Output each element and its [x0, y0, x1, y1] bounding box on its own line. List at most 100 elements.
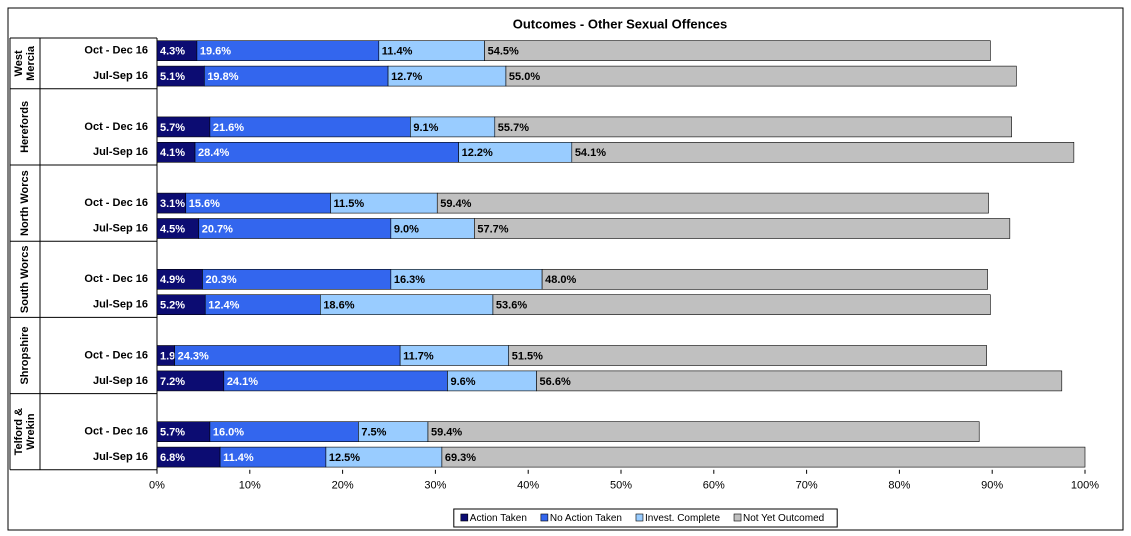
- x-tick-label: 10%: [239, 480, 261, 492]
- value-label: 16.3%: [394, 274, 425, 286]
- value-label: 59.4%: [431, 427, 462, 439]
- x-tick-label: 0%: [149, 480, 165, 492]
- y-tick-label: Jul-Sep 16: [93, 146, 148, 158]
- value-label: 53.6%: [496, 300, 527, 312]
- value-label: 12.7%: [391, 71, 422, 83]
- bar-segment: [508, 345, 987, 366]
- legend-swatch: [460, 513, 469, 522]
- y-tick-label: Oct - Dec 16: [84, 121, 148, 133]
- bar-segment: [541, 268, 988, 290]
- x-tick-label: 20%: [332, 480, 354, 492]
- legend-label: Invest. Complete: [645, 513, 720, 524]
- group-label: West: [13, 50, 25, 76]
- legend: Action Taken No Action Taken Invest. Compl…: [453, 508, 838, 528]
- value-label: 51.5%: [512, 350, 543, 362]
- chart-title: Outcomes - Other Sexual Offences: [513, 16, 728, 31]
- value-label: 69.3%: [445, 452, 476, 464]
- y-tick-label: Oct - Dec 16: [84, 197, 148, 209]
- value-label: 7.2%: [160, 376, 185, 388]
- value-label: 11.7%: [403, 350, 434, 362]
- group-label: Telford &: [13, 408, 25, 456]
- bar-segment: [474, 218, 1011, 239]
- group-label: Mercia: [25, 45, 37, 81]
- y-tick-label: Jul-Sep 16: [93, 222, 148, 234]
- value-label: 20.3%: [205, 274, 236, 286]
- bar-segment: [536, 370, 1063, 392]
- value-label: 9.1%: [413, 122, 438, 134]
- bar-segment: [505, 65, 1017, 87]
- value-label: 9.0%: [394, 223, 419, 235]
- value-label: 19.8%: [207, 71, 238, 83]
- x-tick-label: 80%: [888, 480, 910, 492]
- value-label: 24.1%: [227, 376, 258, 388]
- value-label: 12.2%: [462, 147, 493, 159]
- value-label: 11.4%: [382, 46, 413, 58]
- bar-segment: [494, 116, 1012, 138]
- bar-segment: [427, 421, 980, 443]
- legend-swatch: [733, 513, 742, 522]
- legend-box: [453, 508, 838, 528]
- bar-segment: [484, 40, 991, 62]
- legend-swatch: [540, 513, 549, 522]
- bar-segment: [436, 192, 989, 214]
- group-label: South Worcs: [19, 245, 31, 313]
- y-tick-label: Jul-Sep 16: [93, 375, 148, 387]
- legend-swatch: [635, 513, 644, 522]
- value-label: 12.5%: [329, 452, 360, 464]
- value-label: 24.3%: [178, 350, 209, 362]
- value-label: 59.4%: [440, 198, 471, 210]
- value-label: 11.5%: [334, 198, 365, 210]
- value-label: 55.0%: [509, 71, 540, 83]
- legend-label: No Action Taken: [550, 513, 622, 524]
- value-label: 5.1%: [160, 71, 185, 83]
- group-label: Shropshire: [19, 326, 31, 384]
- bar-segment: [441, 446, 1086, 468]
- value-label: 5.7%: [160, 427, 185, 439]
- group-label: North Worcs: [19, 170, 31, 236]
- value-label: 48.0%: [545, 274, 576, 286]
- x-tick-label: 100%: [1071, 480, 1099, 492]
- x-tick-label: 50%: [610, 480, 632, 492]
- value-label: 11.4%: [223, 452, 254, 464]
- value-label: 3.1%: [160, 198, 185, 210]
- value-label: 6.8%: [160, 452, 185, 464]
- value-label: 16.0%: [213, 427, 244, 439]
- legend-label: Not Yet Outcomed: [743, 513, 824, 524]
- value-label: 21.6%: [213, 122, 244, 134]
- value-label: 7.5%: [361, 427, 386, 439]
- value-label: 55.7%: [498, 122, 529, 134]
- y-tick-label: Oct - Dec 16: [84, 349, 148, 361]
- x-tick-label: 30%: [424, 480, 446, 492]
- x-tick-label: 70%: [796, 480, 818, 492]
- value-label: 54.5%: [488, 46, 519, 58]
- y-tick-label: Jul-Sep 16: [93, 70, 148, 82]
- value-label: 18.6%: [323, 300, 354, 312]
- value-label: 28.4%: [198, 147, 229, 159]
- value-label: 15.6%: [189, 198, 220, 210]
- x-tick-label: 60%: [703, 480, 725, 492]
- bar-segment: [194, 142, 459, 163]
- value-label: 4.9%: [160, 274, 185, 286]
- y-tick-label: Jul-Sep 16: [93, 299, 148, 311]
- value-label: 12.4%: [208, 300, 239, 312]
- value-label: 4.1%: [160, 147, 185, 159]
- x-tick-label: 90%: [981, 480, 1003, 492]
- value-label: 20.7%: [202, 223, 233, 235]
- value-label: 5.2%: [160, 300, 185, 312]
- y-tick-label: Oct - Dec 16: [84, 45, 148, 57]
- bar-segment: [571, 142, 1075, 163]
- value-label: 19.6%: [200, 46, 231, 58]
- y-tick-label: Oct - Dec 16: [84, 273, 148, 285]
- value-label: 56.6%: [540, 376, 571, 388]
- value-label: 54.1%: [575, 147, 606, 159]
- value-label: 9.6%: [450, 376, 475, 388]
- value-label: 5.7%: [160, 122, 185, 134]
- x-tick-label: 40%: [517, 480, 539, 492]
- value-label: 57.7%: [477, 223, 508, 235]
- y-tick-label: Jul-Sep 16: [93, 451, 148, 463]
- y-tick-label: Oct - Dec 16: [84, 426, 148, 438]
- legend-label: Action Taken: [470, 513, 527, 524]
- group-label: Herefords: [19, 101, 31, 153]
- bar-segment: [492, 294, 991, 316]
